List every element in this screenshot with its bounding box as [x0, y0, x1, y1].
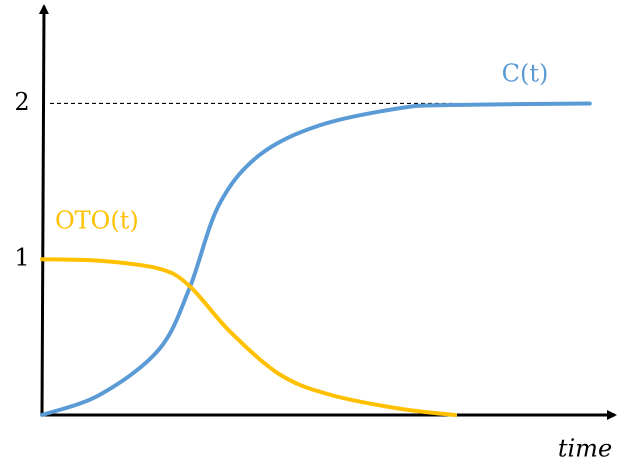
- y-axis: [38, 4, 49, 416]
- x-axis-label: time: [558, 435, 612, 463]
- line: [40, 257, 458, 417]
- series-label: C(t): [502, 60, 549, 88]
- line: [40, 101, 592, 417]
- series-label: OTO(t): [55, 207, 139, 235]
- y-tick-label: 2: [14, 88, 29, 116]
- y-tick-label: 1: [14, 244, 29, 272]
